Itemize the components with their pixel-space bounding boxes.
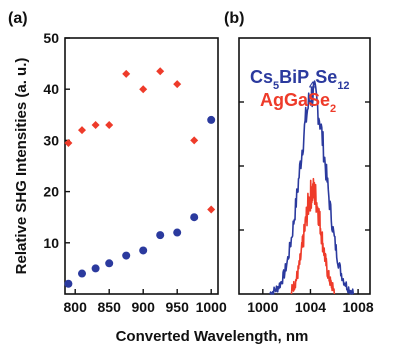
- panel-b-lines: [269, 80, 355, 295]
- diamond-point: [91, 121, 100, 130]
- diamond-point: [190, 136, 199, 145]
- x-tick-label: 1000: [247, 299, 278, 315]
- circle-point: [139, 246, 148, 255]
- panel-a-x-ticks: 800 850 900 950 1000: [64, 289, 227, 315]
- x-tick-label: 850: [98, 299, 122, 315]
- panel-b-label: (b): [224, 10, 244, 27]
- panel-a-points: [64, 67, 216, 288]
- diamond-point: [207, 205, 216, 214]
- panel-a-y-ticks: 10 20 30 40 50: [43, 30, 70, 251]
- circle-point: [78, 269, 86, 278]
- diamond-point: [122, 69, 131, 78]
- spectrum-line: [269, 80, 355, 295]
- diamond-point: [173, 80, 182, 89]
- x-tick-label: 1000: [196, 299, 227, 315]
- diamond-point: [64, 138, 73, 147]
- circle-point: [91, 264, 100, 273]
- x-tick-label: 900: [132, 299, 156, 315]
- y-axis-title: Relative SHG Intensities (a. u.): [13, 58, 30, 275]
- circle-point: [190, 213, 199, 222]
- diamond-point: [105, 121, 114, 130]
- spectrum-line: [290, 177, 336, 295]
- circle-point: [105, 259, 114, 268]
- panel-b-y-ticks: [239, 101, 370, 231]
- y-tick-label: 50: [43, 30, 59, 46]
- x-axis-title: Converted Wavelength, nm: [116, 328, 309, 345]
- y-tick-label: 40: [43, 81, 59, 97]
- diamond-point: [156, 67, 165, 76]
- diamond-point: [139, 85, 148, 94]
- legend-series2: AgGaSe2: [260, 90, 336, 115]
- circle-point: [207, 115, 216, 124]
- x-tick-label: 950: [166, 299, 190, 315]
- circle-point: [173, 228, 182, 237]
- circle-point: [64, 279, 73, 288]
- panel-a-label: (a): [8, 10, 28, 27]
- circle-point: [122, 251, 131, 260]
- circle-point: [156, 231, 165, 240]
- y-tick-label: 30: [43, 132, 59, 148]
- y-tick-label: 10: [43, 235, 59, 251]
- panel-a-frame: [64, 37, 219, 295]
- diamond-point: [78, 126, 86, 135]
- legend-series1: Cs5BiP4Se12: [250, 67, 350, 92]
- panel-b-x-ticks: 1000 1004 1008: [247, 289, 374, 315]
- x-tick-label: 800: [64, 299, 88, 315]
- y-tick-label: 20: [43, 184, 59, 200]
- x-tick-label: 1008: [343, 299, 374, 315]
- x-tick-label: 1004: [295, 299, 326, 315]
